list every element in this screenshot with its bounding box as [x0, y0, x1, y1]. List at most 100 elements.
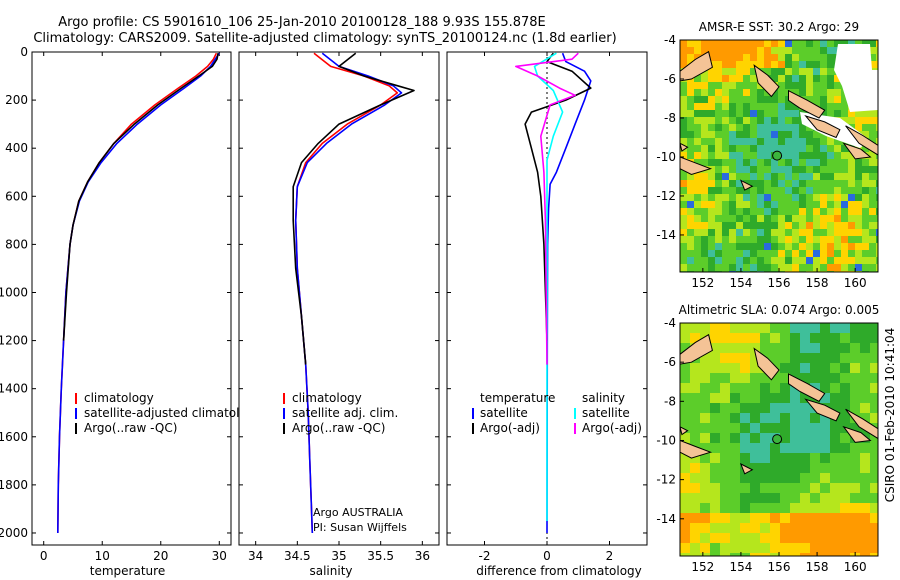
y-tick-label: -6 [664, 72, 676, 86]
y-tick-label: -4 [664, 33, 676, 47]
x-tick-label: 154 [729, 276, 752, 290]
island-shape [739, 462, 754, 475]
series-line-temperature-argo-adj- [524, 52, 592, 341]
temperature-panel: 0 200 400 600 800 1000 1200 1400 1600 1800 2000 0 10… [0, 45, 262, 578]
legend-label: satellite-adjusted climatology [84, 406, 262, 420]
y-tick-label: 400 [5, 141, 28, 155]
legend-label: Argo(-adj) [582, 421, 642, 435]
x-tick-label: 158 [806, 560, 829, 574]
x-tick-label: 34.5 [284, 549, 311, 563]
map-title: Altimetric SLA: 0.074 Argo: 0.005 [679, 303, 880, 317]
island-shape [842, 425, 872, 443]
map-title: AMSR-E SST: 30.2 Argo: 29 [699, 20, 859, 34]
sst-map-panel: AMSR-E SST: 30.2 Argo: 29 152 154 156 158 160… [656, 20, 879, 290]
y-tick-label: -8 [664, 111, 676, 125]
owner-annotation: Argo AUSTRALIA [313, 506, 403, 519]
legend-label: Argo(-adj) [480, 421, 540, 435]
y-tick-label: 1600 [0, 430, 28, 444]
x-tick-label: 36 [415, 549, 430, 563]
island-shape [804, 115, 841, 139]
x-tick-label: -2 [479, 549, 491, 563]
y-tick-label: 200 [5, 93, 28, 107]
x-tick-label: 156 [768, 276, 791, 290]
y-tick-label: 1200 [0, 334, 28, 348]
series-line-argo-raw-qc- [292, 52, 415, 365]
island-shape [680, 50, 713, 82]
island-shape [804, 398, 841, 422]
x-axis-label: difference from climatology [476, 564, 642, 578]
legend-label: climatology [84, 391, 154, 405]
credit-text: CSIRO 01-Feb-2010 10:41:04 [883, 328, 897, 503]
map-field [680, 323, 878, 556]
y-tick-label: 1000 [0, 285, 28, 299]
legend-header: salinity [582, 391, 625, 405]
island-shape [753, 347, 780, 381]
island-shape [680, 142, 689, 152]
x-tick-label: 158 [806, 276, 829, 290]
legend-label: Argo(..raw -QC) [84, 421, 177, 435]
x-tick-label: 154 [729, 560, 752, 574]
legend-label: climatology [292, 391, 362, 405]
legend-header: temperature [480, 391, 555, 405]
island-shape [739, 179, 754, 191]
y-tick-label: 0 [20, 45, 28, 59]
argo-location-marker [772, 434, 783, 445]
x-tick-label: 152 [691, 276, 714, 290]
y-tick-label: -14 [656, 512, 676, 526]
x-axis-label: temperature [90, 564, 165, 578]
y-tick-label: 1400 [0, 382, 28, 396]
x-tick-label: 35.5 [367, 549, 394, 563]
island-shape [845, 125, 878, 156]
legend-label: satellite [480, 406, 528, 420]
argo-location-marker [772, 150, 783, 161]
x-tick-label: 30 [212, 549, 227, 563]
y-tick-label: -12 [656, 473, 676, 487]
island-shape [680, 156, 713, 176]
x-tick-label: 10 [95, 549, 110, 563]
coastline-layer [680, 333, 878, 475]
header-line-2: Climatology: CARS2009. Satellite-adjuste… [33, 31, 616, 46]
x-tick-label: 20 [153, 549, 168, 563]
y-tick-label: -12 [656, 189, 676, 203]
legend-label: satellite adj. clim. [292, 406, 398, 420]
y-tick-label: -14 [656, 228, 676, 242]
x-tick-label: 35 [331, 549, 346, 563]
y-tick-label: -4 [664, 316, 676, 330]
x-axis-label: salinity [309, 564, 352, 578]
x-tick-label: 160 [844, 276, 867, 290]
y-tick-label: -6 [664, 355, 676, 369]
series-line-argo-raw-qc- [62, 53, 219, 341]
legend-label: Argo(..raw -QC) [292, 421, 385, 435]
island-shape [845, 408, 878, 440]
island-shape [788, 89, 826, 119]
owner-annotation: PI: Susan Wijffels [313, 521, 407, 534]
plot-area [238, 51, 440, 546]
missing-data-area [834, 44, 878, 112]
y-tick-label: 600 [5, 189, 28, 203]
sla-map-panel: Altimetric SLA: 0.074 Argo: 0.005 152 154 1… [656, 303, 880, 574]
x-tick-label: 0 [543, 549, 551, 563]
y-tick-label: -8 [664, 394, 676, 408]
x-tick-label: 0 [40, 549, 48, 563]
island-shape [788, 373, 826, 402]
legend-label: satellite [582, 406, 630, 420]
island-shape [680, 439, 713, 459]
x-tick-label: 34 [248, 549, 263, 563]
island-shape [680, 333, 713, 365]
x-tick-label: 156 [768, 560, 791, 574]
header-line-1: Argo profile: CS 5901610_106 25-Jan-2010… [58, 15, 546, 30]
x-tick-label: 160 [844, 560, 867, 574]
x-tick-label: 2 [606, 549, 614, 563]
y-tick-label: 800 [5, 237, 28, 251]
y-tick-label: -10 [656, 433, 676, 447]
salinity-panel: 34 34.5 35 35.5 36 salinity climatologysatelli… [238, 51, 440, 578]
y-tick-label: -10 [656, 150, 676, 164]
coastline-layer [680, 50, 878, 191]
y-tick-label: 1800 [0, 478, 28, 492]
series-line-salinity-argo-adj- [515, 52, 579, 365]
y-tick-label: 2000 [0, 526, 28, 540]
map-field [680, 40, 878, 272]
island-shape [842, 142, 872, 160]
